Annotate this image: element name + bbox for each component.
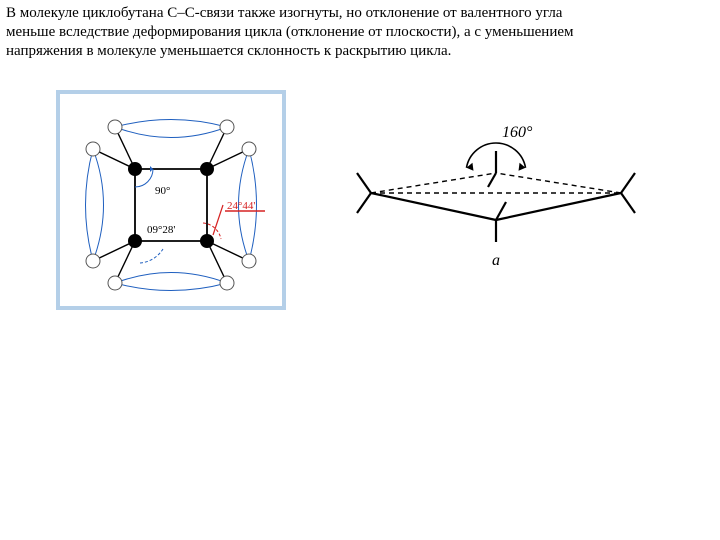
svg-text:24°44': 24°44' <box>227 200 255 212</box>
para-line3: напряжения в молекуле уменьшается склонн… <box>6 43 451 59</box>
body-paragraph: В молекуле циклобутана С–С-связи также и… <box>6 4 714 60</box>
svg-text:a: a <box>492 252 500 269</box>
para-line1: В молекуле циклобутана С–С-связи также и… <box>6 5 562 21</box>
figures-row: 90° 09°28' 24°44' 160° a <box>6 90 714 310</box>
para-line2: меньше вследствие деформирования цикла (… <box>6 24 574 40</box>
svg-text:09°28': 09°28' <box>147 224 175 236</box>
figure-cyclobutane-sideview: 160° a <box>346 115 646 285</box>
svg-text:90°: 90° <box>155 185 170 197</box>
figure-cyclobutane-topview: 90° 09°28' 24°44' <box>56 90 286 310</box>
svg-text:160°: 160° <box>502 124 533 141</box>
